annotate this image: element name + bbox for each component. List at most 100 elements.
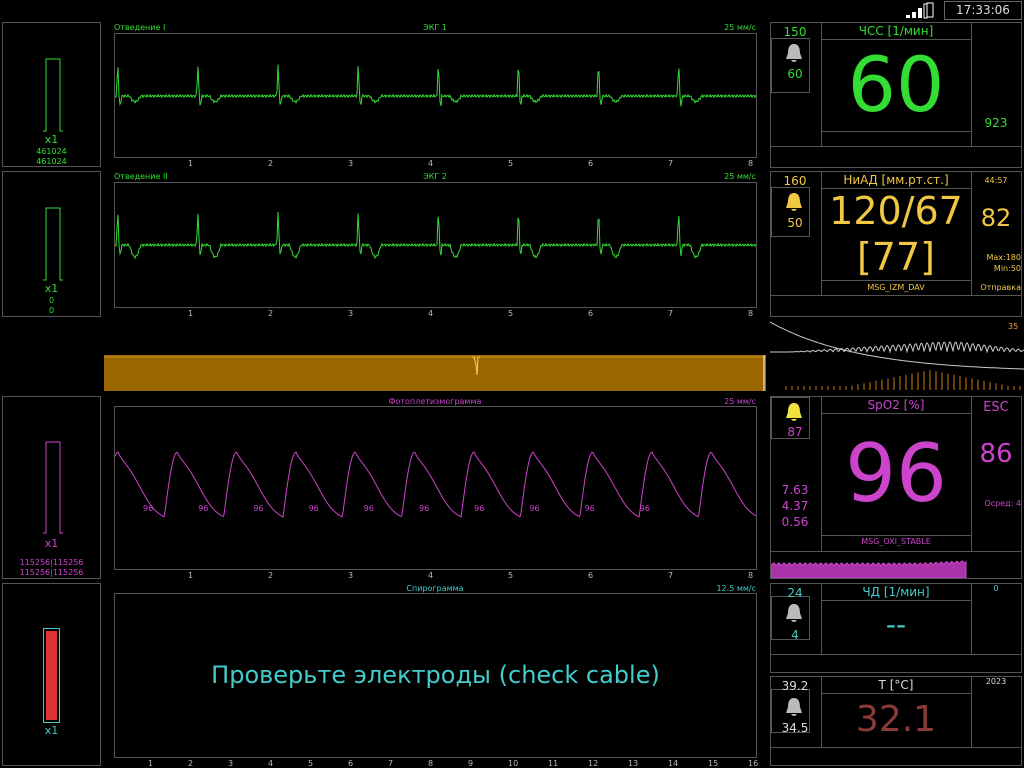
axis-tick-label: 8	[748, 309, 754, 318]
hr-label: ЧСС [1/мин]	[858, 24, 934, 38]
spo2-pulse: 86	[979, 439, 1013, 469]
ecg2-value-1: 0	[48, 296, 55, 305]
temp-value: 32.1	[855, 699, 937, 740]
check-cable-message: Проверьте электроды (check cable)	[211, 661, 660, 689]
ecg2-gain-panel[interactable]: x1 0 0	[2, 171, 101, 317]
axis-tick-label: 6	[588, 309, 594, 318]
ecg2-time-axis: 1 2 3 4 5 6 7 8	[114, 308, 757, 320]
pleth-pulse-label: 96	[253, 504, 264, 513]
spiro-level-bar	[46, 631, 57, 720]
ecg1-time-axis: 1 2 3 4 5 6 7 8	[114, 158, 757, 170]
hr-alarm-low[interactable]: 60	[787, 67, 803, 81]
spo2-side-2: 4.37	[781, 499, 809, 513]
axis-tick-label: 2	[268, 571, 274, 580]
spo2-label: SpO2 [%]	[867, 398, 925, 412]
ecg1-waveform	[114, 33, 757, 158]
battery-icon	[926, 2, 934, 18]
spo2-mini-trace	[770, 559, 967, 579]
nibp-mean: [77]	[856, 235, 935, 279]
temp-alarm-high[interactable]: 39.2	[781, 679, 809, 693]
cuff-pressure-bar	[104, 355, 766, 391]
spiro-gain-panel[interactable]: x1	[2, 583, 101, 766]
nibp-trend-graph: 35	[769, 318, 1024, 392]
axis-tick-label: 11	[548, 759, 559, 768]
nibp-value: 120/67	[829, 189, 963, 233]
axis-tick-label: 1	[148, 759, 154, 768]
bell-icon[interactable]	[783, 401, 805, 423]
hr-value: 60	[847, 40, 945, 129]
axis-tick-label: 5	[308, 759, 314, 768]
axis-tick-label: 4	[428, 159, 434, 168]
ecg1-gain-panel[interactable]: x1 461024 461024	[2, 22, 101, 167]
temp-alarm-low[interactable]: 34.5	[781, 721, 809, 735]
pleth-value-1: 115256|115256	[19, 558, 84, 567]
pleth-pulse-label: 96	[474, 504, 485, 513]
pleth-pulse-label: 96	[529, 504, 540, 513]
hr-alarm-high[interactable]: 150	[783, 25, 807, 39]
ecg1-title: ЭКГ 1	[423, 23, 447, 32]
pleth-pulse-label: 96	[639, 504, 650, 513]
spo2-mini-pleth	[770, 553, 1021, 579]
pleth-trace	[114, 451, 757, 518]
nibp-min: Min:50	[993, 264, 1021, 273]
nibp-alarm-high[interactable]: 160	[783, 174, 807, 188]
axis-tick-label: 1	[188, 309, 194, 318]
bell-icon[interactable]	[783, 696, 805, 718]
pleth-time-axis: 1 2 3 4 5 6 7 8	[114, 570, 757, 582]
axis-tick-label: 7	[668, 159, 674, 168]
spo2-alarm-low[interactable]: 87	[787, 425, 803, 439]
axis-tick-label: 4	[268, 759, 274, 768]
ecg2-lead-label: Отведение II	[114, 172, 168, 181]
pleth-gain-panel[interactable]: x1 115256|115256 115256|115256	[2, 396, 101, 579]
axis-tick-label: 14	[668, 759, 679, 768]
ecg1-trace	[114, 64, 757, 107]
axis-tick-label: 15	[708, 759, 719, 768]
hr-panel[interactable]: 150 60 ЧСС [1/мин] 60 923	[770, 22, 1022, 168]
axis-tick-label: 5	[508, 159, 514, 168]
ecg1-lead-label: Отведение I	[114, 23, 166, 32]
trend-oscillation-curve	[770, 341, 1024, 354]
axis-tick-label: 3	[348, 571, 354, 580]
pleth-pulse-label: 96	[363, 504, 374, 513]
nibp-msg: MSG_IZM_DAV	[867, 283, 925, 292]
axis-tick-label: 1	[188, 159, 194, 168]
axis-tick-label: 6	[588, 571, 594, 580]
nibp-max: Max:180	[986, 253, 1021, 262]
axis-tick-label: 7	[668, 571, 674, 580]
axis-tick-label: 12	[588, 759, 599, 768]
resp-panel[interactable]: 24 4 ЧД [1/мин] -- 0	[770, 583, 1022, 673]
axis-tick-label: 10	[508, 759, 519, 768]
axis-tick-label: 3	[228, 759, 234, 768]
nibp-status: Отправка	[980, 283, 1021, 292]
axis-tick-label: 16	[748, 759, 759, 768]
nibp-time: 44:57	[984, 176, 1008, 185]
resp-label: ЧД [1/мин]	[862, 585, 930, 599]
spiro-time-axis: 1 2 3 4 5 6 7 8 9 10 11 12 13 14 15 16	[114, 758, 759, 768]
axis-tick-label: 4	[428, 571, 434, 580]
axis-tick-label: 8	[748, 571, 754, 580]
ecg2-value-2: 0	[48, 306, 55, 315]
axis-tick-label: 9	[468, 759, 474, 768]
spo2-side-1: 7.63	[781, 483, 809, 497]
ecg1-speed: 25 мм/с	[724, 23, 756, 32]
temp-panel[interactable]: 39.2 34.5 T [°C] 32.1 2023	[770, 676, 1022, 766]
resp-alarm-low[interactable]: 4	[791, 628, 799, 642]
trend-scale-label: 35	[1008, 322, 1019, 331]
spo2-panel[interactable]: 87 7.63 4.37 0.56 SpO2 [%] 96 MSG_OXI_ST…	[770, 396, 1022, 579]
axis-tick-label: 7	[388, 759, 394, 768]
bell-icon[interactable]	[783, 42, 805, 64]
spo2-value: 96	[845, 427, 947, 520]
spo2-esc-button[interactable]: ESC	[983, 400, 1009, 415]
nibp-panel[interactable]: 160 50 НиАД [мм.рт.ст.] 120/67 [77] MSG_…	[770, 171, 1022, 317]
nibp-alarm-low[interactable]: 50	[787, 216, 803, 230]
bell-icon[interactable]	[783, 191, 805, 213]
resp-alarm-high[interactable]: 24	[787, 586, 803, 600]
bell-icon[interactable]	[783, 602, 805, 624]
ecg1-gain-label: x1	[44, 133, 59, 146]
spo2-side-3: 0.56	[781, 515, 809, 529]
axis-tick-label: 8	[428, 759, 434, 768]
axis-tick-label: 1	[188, 571, 194, 580]
clock: 17:33:06	[944, 1, 1022, 20]
axis-tick-label: 2	[268, 159, 274, 168]
pleth-waveform: 96 96 96 96 96 96 96 96 96 96	[114, 406, 757, 570]
